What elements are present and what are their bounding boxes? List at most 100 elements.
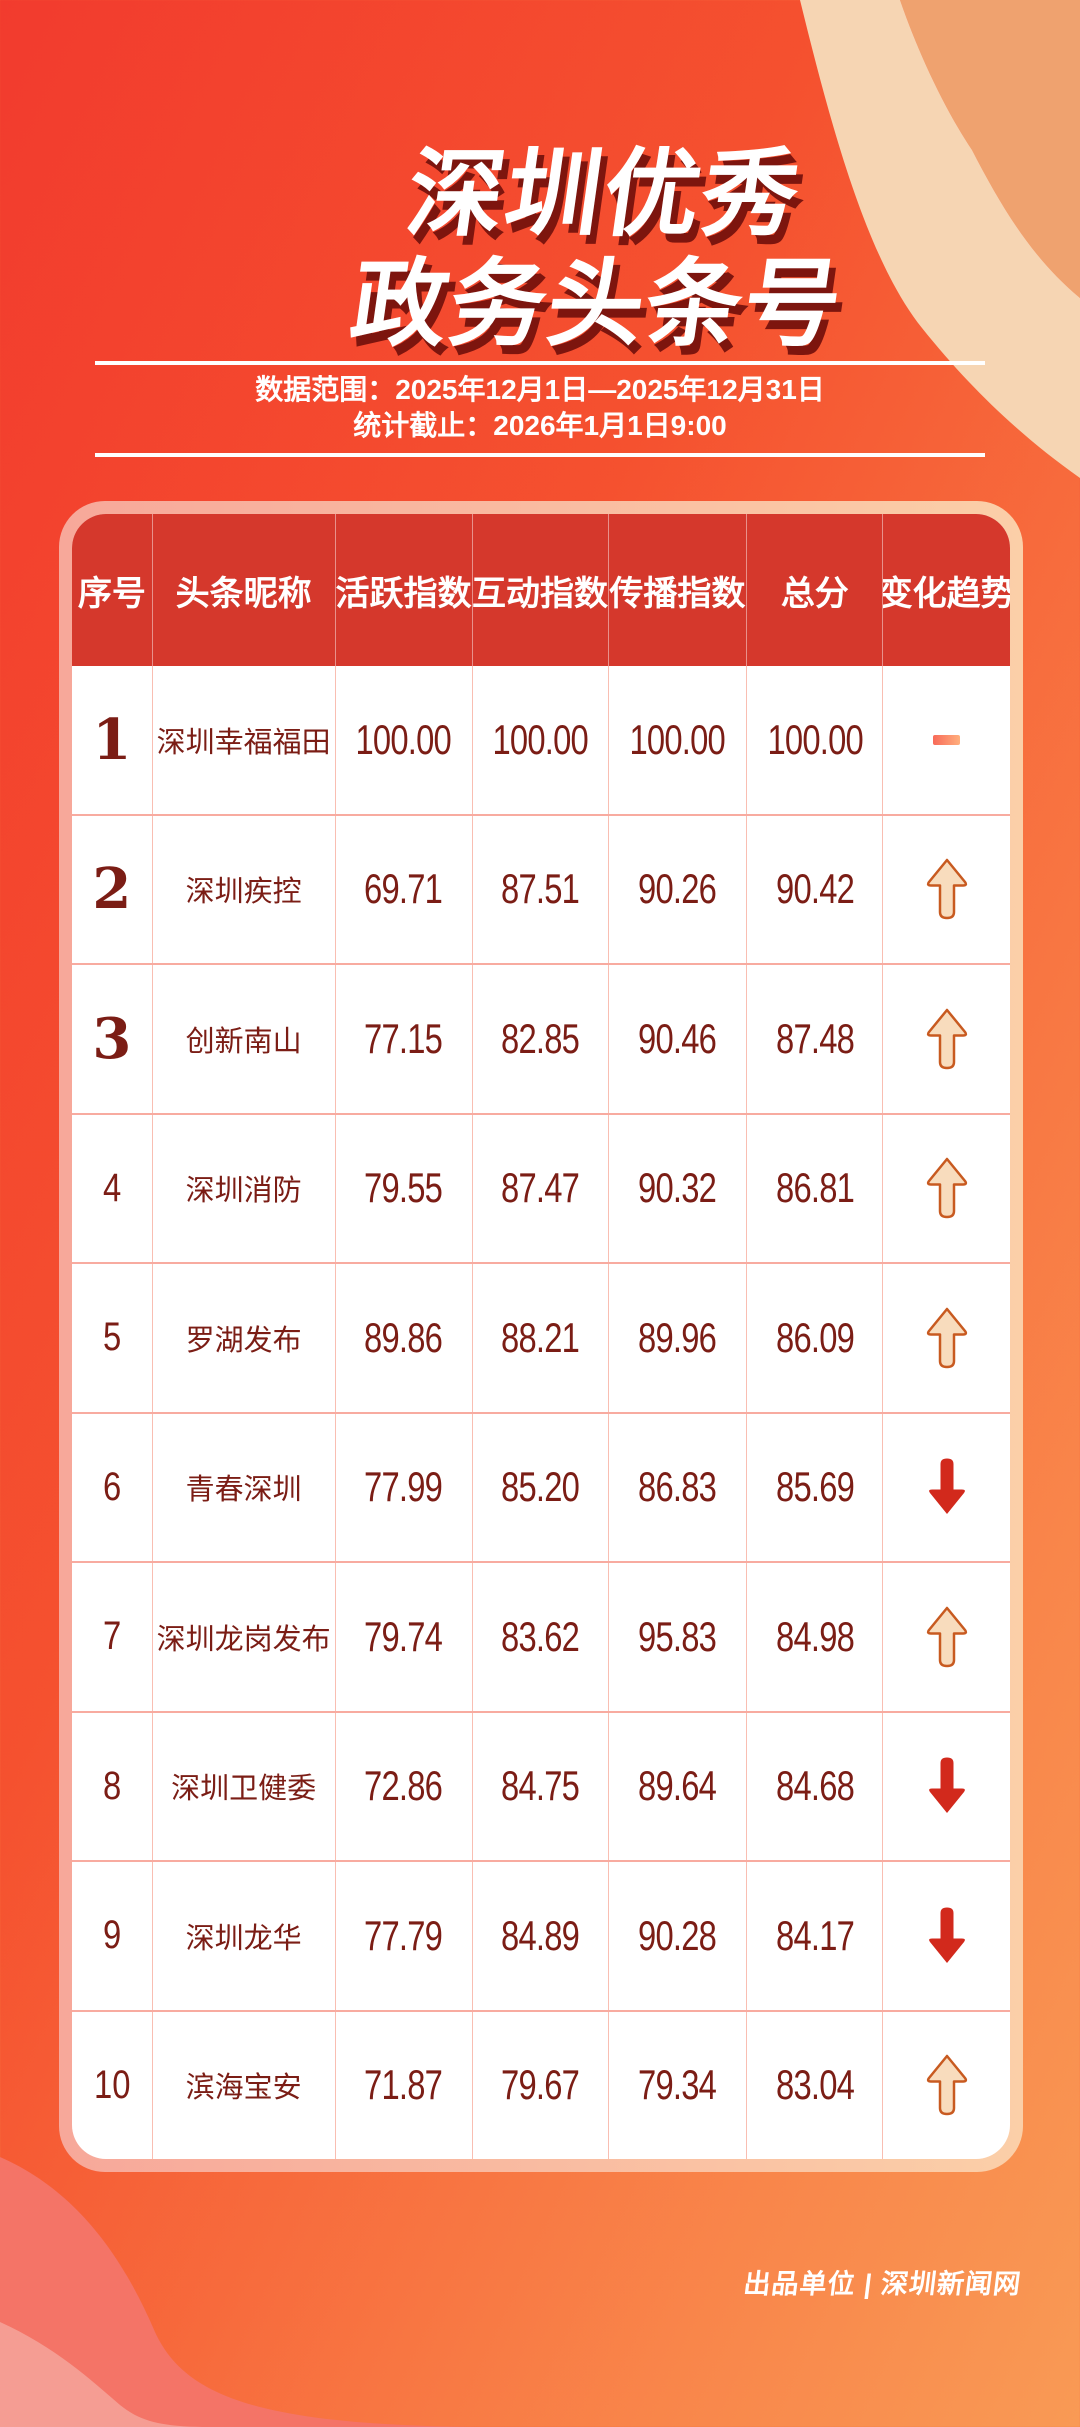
total-score-value: 100.00: [767, 715, 863, 763]
trend-up-arrow-icon: [926, 1158, 967, 1219]
cell-name: 罗湖发布: [153, 1264, 336, 1412]
active-index-value: 79.74: [364, 1612, 443, 1660]
cell-name: 深圳卫健委: [153, 1712, 336, 1860]
cell-rank: 6: [72, 1413, 153, 1561]
table-body: 1 深圳幸福福田 100.00 100.00 100.00 100.00 2 深圳疾控 69.7…: [72, 666, 1010, 2159]
cell-name: 深圳疾控: [153, 815, 336, 963]
cell-total-score: 100.00: [747, 666, 884, 814]
trend-down-arrow-icon: [928, 1757, 965, 1814]
cell-interact-index: 87.51: [473, 815, 609, 963]
cell-rank: 8: [72, 1712, 153, 1860]
rank-value: 10: [93, 2062, 131, 2107]
account-name: 深圳幸福福田: [156, 726, 331, 759]
active-index-value: 72.86: [364, 1762, 443, 1810]
ranking-table-card: 序号 头条昵称 活跃指数 互动指数 传播指数 总分 变化趋势 1 深圳幸福福田 10…: [59, 501, 1023, 2172]
trend-flat-dash-icon: [933, 734, 961, 745]
cell-active-index: 77.99: [336, 1413, 473, 1561]
cell-spread-index: 79.34: [609, 2011, 748, 2159]
cell-spread-index: 86.83: [609, 1413, 748, 1561]
active-index-value: 71.87: [364, 2061, 443, 2109]
total-score-value: 84.98: [775, 1612, 855, 1660]
table-row: 7 深圳龙岗发布 79.74 83.62 95.83 84.98: [72, 1561, 1010, 1711]
cell-rank: 9: [72, 1862, 153, 2010]
active-index-value: 89.86: [364, 1313, 443, 1361]
account-name: 深圳消防: [185, 1175, 302, 1208]
data-range-text: 数据范围：2025年12月1日—2025年12月31日: [255, 374, 825, 405]
cell-total-score: 84.17: [747, 1862, 884, 2010]
rank-value: 3: [92, 1005, 132, 1072]
spread-index-value: 100.00: [629, 715, 726, 763]
table-row: 3 创新南山 77.15 82.85 90.46 87.48: [72, 963, 1010, 1113]
cell-trend: [883, 1264, 1010, 1412]
rank-value: 9: [102, 1913, 121, 1958]
cell-spread-index: 90.46: [609, 965, 748, 1113]
interact-index-value: 87.51: [500, 865, 580, 913]
cell-interact-index: 88.21: [473, 1264, 609, 1412]
cell-total-score: 86.81: [747, 1114, 884, 1262]
cell-total-score: 87.48: [747, 965, 884, 1113]
interact-index-value: 85.20: [500, 1463, 580, 1511]
total-score-value: 87.48: [775, 1014, 855, 1062]
cell-trend: [883, 1713, 1010, 1861]
rank-value: 5: [102, 1315, 121, 1360]
total-score-value: 83.04: [775, 2061, 855, 2109]
rank-value: 2: [92, 856, 132, 923]
total-score-value: 90.42: [775, 865, 855, 913]
interact-index-value: 84.89: [500, 1911, 580, 1959]
cell-rank: 3: [72, 965, 153, 1113]
spread-index-value: 86.83: [638, 1463, 717, 1511]
cell-interact-index: 85.20: [473, 1413, 609, 1561]
col-header-name: 头条昵称: [153, 514, 336, 666]
spread-index-value: 90.28: [638, 1911, 717, 1959]
cell-rank: 2: [72, 815, 153, 963]
active-index-value: 69.71: [364, 865, 443, 913]
interact-index-value: 88.21: [500, 1313, 580, 1361]
table-row: 8 深圳卫健委 72.86 84.75 89.64 84.68: [72, 1710, 1010, 1861]
title-line-1: 深圳优秀: [400, 141, 808, 248]
cell-spread-index: 89.64: [609, 1712, 748, 1860]
rank-value: 4: [102, 1165, 121, 1210]
total-score-value: 84.68: [775, 1762, 855, 1810]
cell-interact-index: 82.85: [473, 965, 609, 1113]
cell-trend: [883, 2012, 1010, 2160]
active-index-value: 77.99: [364, 1463, 443, 1511]
account-name: 罗湖发布: [185, 1324, 302, 1357]
rank-value: 7: [102, 1614, 121, 1659]
cell-interact-index: 87.47: [473, 1114, 609, 1262]
total-score-value: 85.69: [775, 1463, 855, 1511]
cell-interact-index: 100.00: [473, 666, 609, 814]
active-index-value: 77.15: [364, 1014, 443, 1062]
cell-trend: [883, 666, 1010, 814]
account-name: 深圳龙岗发布: [156, 1623, 331, 1656]
cell-total-score: 83.04: [747, 2011, 884, 2159]
cell-trend: [883, 965, 1010, 1113]
cell-active-index: 100.00: [336, 666, 473, 814]
spread-index-value: 95.83: [638, 1612, 717, 1660]
table-row: 10 滨海宝安 71.87 79.67 79.34 83.04: [72, 2009, 1010, 2160]
trend-up-arrow-icon: [926, 859, 967, 920]
col-header-rank: 序号: [72, 514, 153, 666]
trend-up-arrow-icon: [926, 1008, 967, 1069]
cell-active-index: 77.15: [336, 965, 473, 1113]
cell-active-index: 89.86: [336, 1264, 473, 1412]
cell-spread-index: 90.28: [609, 1862, 748, 2010]
interact-index-value: 79.67: [500, 2061, 580, 2109]
cell-spread-index: 89.96: [609, 1264, 748, 1412]
rank-value: 6: [102, 1464, 121, 1509]
col-header-active: 活跃指数: [336, 514, 473, 666]
cell-active-index: 79.55: [336, 1114, 473, 1262]
cell-total-score: 84.68: [747, 1712, 884, 1860]
table-row: 4 深圳消防 79.55 87.47 90.32 86.81: [72, 1112, 1010, 1262]
cell-trend: [883, 1563, 1010, 1711]
spread-index-value: 90.32: [638, 1164, 717, 1212]
account-name: 滨海宝安: [185, 2072, 302, 2105]
total-score-value: 84.17: [775, 1911, 855, 1959]
rank-value: 1: [92, 706, 132, 773]
cell-trend: [883, 1862, 1010, 2010]
cell-name: 深圳幸福福田: [153, 666, 336, 814]
spread-index-value: 89.64: [638, 1762, 717, 1810]
cell-active-index: 79.74: [336, 1563, 473, 1711]
spread-index-value: 89.96: [638, 1313, 717, 1361]
cell-total-score: 86.09: [747, 1264, 884, 1412]
interact-index-value: 83.62: [500, 1612, 580, 1660]
